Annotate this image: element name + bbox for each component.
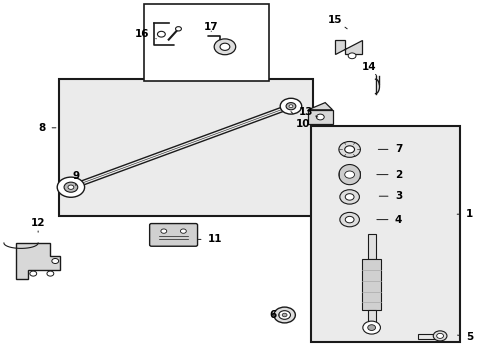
Circle shape bbox=[344, 146, 354, 153]
Text: 12: 12 bbox=[31, 218, 45, 232]
Circle shape bbox=[47, 271, 54, 276]
Text: 9: 9 bbox=[72, 171, 79, 185]
Text: 14: 14 bbox=[361, 62, 376, 76]
Text: 7: 7 bbox=[378, 144, 402, 154]
Text: 10: 10 bbox=[290, 112, 310, 129]
Ellipse shape bbox=[338, 165, 360, 185]
Circle shape bbox=[345, 194, 353, 200]
Circle shape bbox=[345, 216, 353, 223]
Circle shape bbox=[367, 325, 375, 330]
Text: 11: 11 bbox=[198, 234, 222, 244]
Circle shape bbox=[339, 212, 359, 227]
Circle shape bbox=[52, 258, 59, 264]
Circle shape bbox=[175, 27, 181, 31]
Circle shape bbox=[180, 229, 186, 233]
Circle shape bbox=[64, 182, 78, 192]
FancyBboxPatch shape bbox=[149, 224, 197, 246]
Circle shape bbox=[273, 307, 295, 323]
Circle shape bbox=[282, 313, 286, 317]
Text: 15: 15 bbox=[327, 15, 346, 29]
Text: 16: 16 bbox=[134, 29, 156, 39]
Bar bbox=[59, 79, 312, 216]
Bar bbox=[367, 310, 375, 324]
Circle shape bbox=[339, 190, 359, 204]
Bar bbox=[362, 259, 380, 310]
Text: 13: 13 bbox=[298, 107, 317, 117]
Circle shape bbox=[347, 53, 355, 59]
Bar bbox=[310, 126, 459, 342]
Text: 4: 4 bbox=[376, 215, 402, 225]
Circle shape bbox=[30, 271, 37, 276]
Circle shape bbox=[68, 185, 74, 189]
Circle shape bbox=[362, 321, 380, 334]
Text: 8: 8 bbox=[38, 123, 56, 133]
Circle shape bbox=[278, 311, 290, 319]
Polygon shape bbox=[307, 110, 332, 124]
Circle shape bbox=[214, 39, 235, 55]
Polygon shape bbox=[307, 103, 332, 110]
Circle shape bbox=[161, 229, 166, 233]
Ellipse shape bbox=[344, 171, 354, 178]
Text: 3: 3 bbox=[379, 191, 401, 201]
Circle shape bbox=[57, 177, 84, 197]
Text: 5: 5 bbox=[457, 332, 472, 342]
Text: 17: 17 bbox=[203, 22, 218, 32]
Bar bbox=[144, 4, 268, 81]
Text: 2: 2 bbox=[376, 170, 401, 180]
Circle shape bbox=[338, 141, 360, 157]
Polygon shape bbox=[334, 40, 361, 54]
Circle shape bbox=[220, 43, 229, 50]
Polygon shape bbox=[16, 243, 60, 279]
Circle shape bbox=[316, 114, 324, 120]
Circle shape bbox=[157, 31, 165, 37]
Circle shape bbox=[280, 98, 301, 114]
Bar bbox=[367, 234, 375, 259]
Circle shape bbox=[436, 333, 443, 338]
Circle shape bbox=[288, 105, 292, 108]
Circle shape bbox=[285, 103, 295, 110]
Text: 6: 6 bbox=[269, 310, 279, 320]
Bar bbox=[417, 334, 437, 339]
Text: 1: 1 bbox=[456, 209, 472, 219]
Circle shape bbox=[432, 331, 446, 341]
